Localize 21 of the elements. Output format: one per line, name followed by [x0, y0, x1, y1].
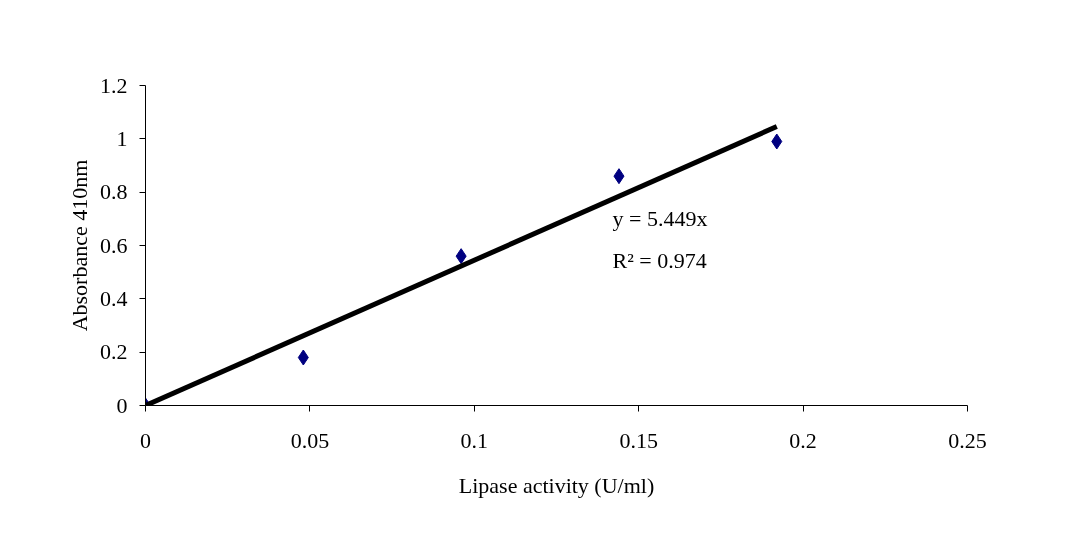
y-tick-label: 0.6 — [100, 232, 128, 258]
x-tick-label: 0.05 — [290, 427, 330, 453]
x-tick-label: 0 — [140, 427, 151, 453]
annotation: R² = 0.974 — [612, 247, 707, 273]
x-axis-title: Lipase activity (U/ml) — [458, 472, 655, 498]
y-axis-title: Absorbance 410nm — [67, 159, 92, 332]
y-tick-label: 0.2 — [100, 339, 128, 365]
point — [613, 168, 625, 185]
point — [771, 133, 783, 150]
x-tick-label: 0.15 — [619, 427, 658, 453]
y-tick-label: 1.2 — [100, 72, 128, 98]
y-tick-label: 0.8 — [100, 179, 128, 205]
x-tick-label: 0.25 — [948, 427, 987, 453]
y-tick-label: 0.4 — [100, 285, 128, 311]
y-tick-label: 1 — [116, 125, 128, 151]
x-tick-label: 0.1 — [460, 427, 489, 453]
y-tick-label: 0 — [116, 392, 128, 418]
point — [297, 349, 309, 366]
point — [455, 248, 467, 265]
x-tick-label: 0.2 — [789, 427, 817, 453]
annotation: y = 5.449x — [612, 205, 708, 231]
